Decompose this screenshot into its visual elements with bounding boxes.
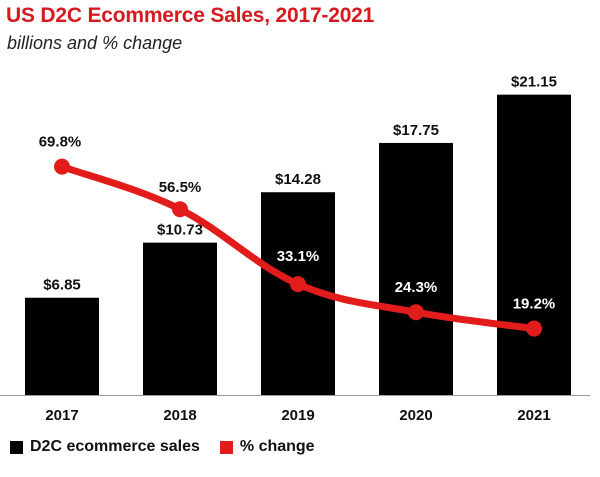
bar-label-2018: $10.73 xyxy=(157,222,203,239)
legend-label-sales: D2C ecommerce sales xyxy=(30,438,200,455)
legend-swatch-change xyxy=(219,440,233,454)
chart-legend: D2C ecommerce sales % change xyxy=(10,438,335,456)
line-point-2018 xyxy=(172,201,188,218)
line-point-2020 xyxy=(408,304,424,321)
bar-2020 xyxy=(379,142,453,395)
legend-item-change: % change xyxy=(219,438,315,456)
x-tick-2020: 2020 xyxy=(399,407,432,424)
legend-label-change: % change xyxy=(239,438,315,455)
bar-label-2020: $17.75 xyxy=(393,122,439,139)
line-label-2019: 33.1% xyxy=(277,248,320,265)
x-tick-2021: 2021 xyxy=(517,407,550,424)
line-point-2017 xyxy=(54,158,70,175)
bar-label-2019: $14.28 xyxy=(275,171,321,188)
x-tick-2019: 2019 xyxy=(281,407,314,424)
line-label-2020: 24.3% xyxy=(395,279,438,296)
chart-title: US D2C Ecommerce Sales, 2017-2021 xyxy=(6,4,375,27)
line-label-2021: 19.2% xyxy=(513,296,556,313)
bar-2018 xyxy=(143,242,217,395)
x-tick-2018: 2018 xyxy=(163,407,196,424)
bar-2017 xyxy=(25,297,99,395)
line-label-2018: 56.5% xyxy=(159,179,202,196)
line-point-2019 xyxy=(290,276,306,293)
line-label-2017: 69.8% xyxy=(39,134,82,151)
x-tick-2017: 2017 xyxy=(45,407,78,424)
bar-label-2021: $21.15 xyxy=(511,74,557,91)
bar-2021 xyxy=(497,94,571,396)
chart-subtitle: billions and % change xyxy=(7,33,183,53)
legend-item-sales: D2C ecommerce sales xyxy=(10,438,200,456)
bar-label-2017: $6.85 xyxy=(43,277,81,294)
legend-swatch-sales xyxy=(10,440,23,454)
line-point-2021 xyxy=(526,320,542,337)
